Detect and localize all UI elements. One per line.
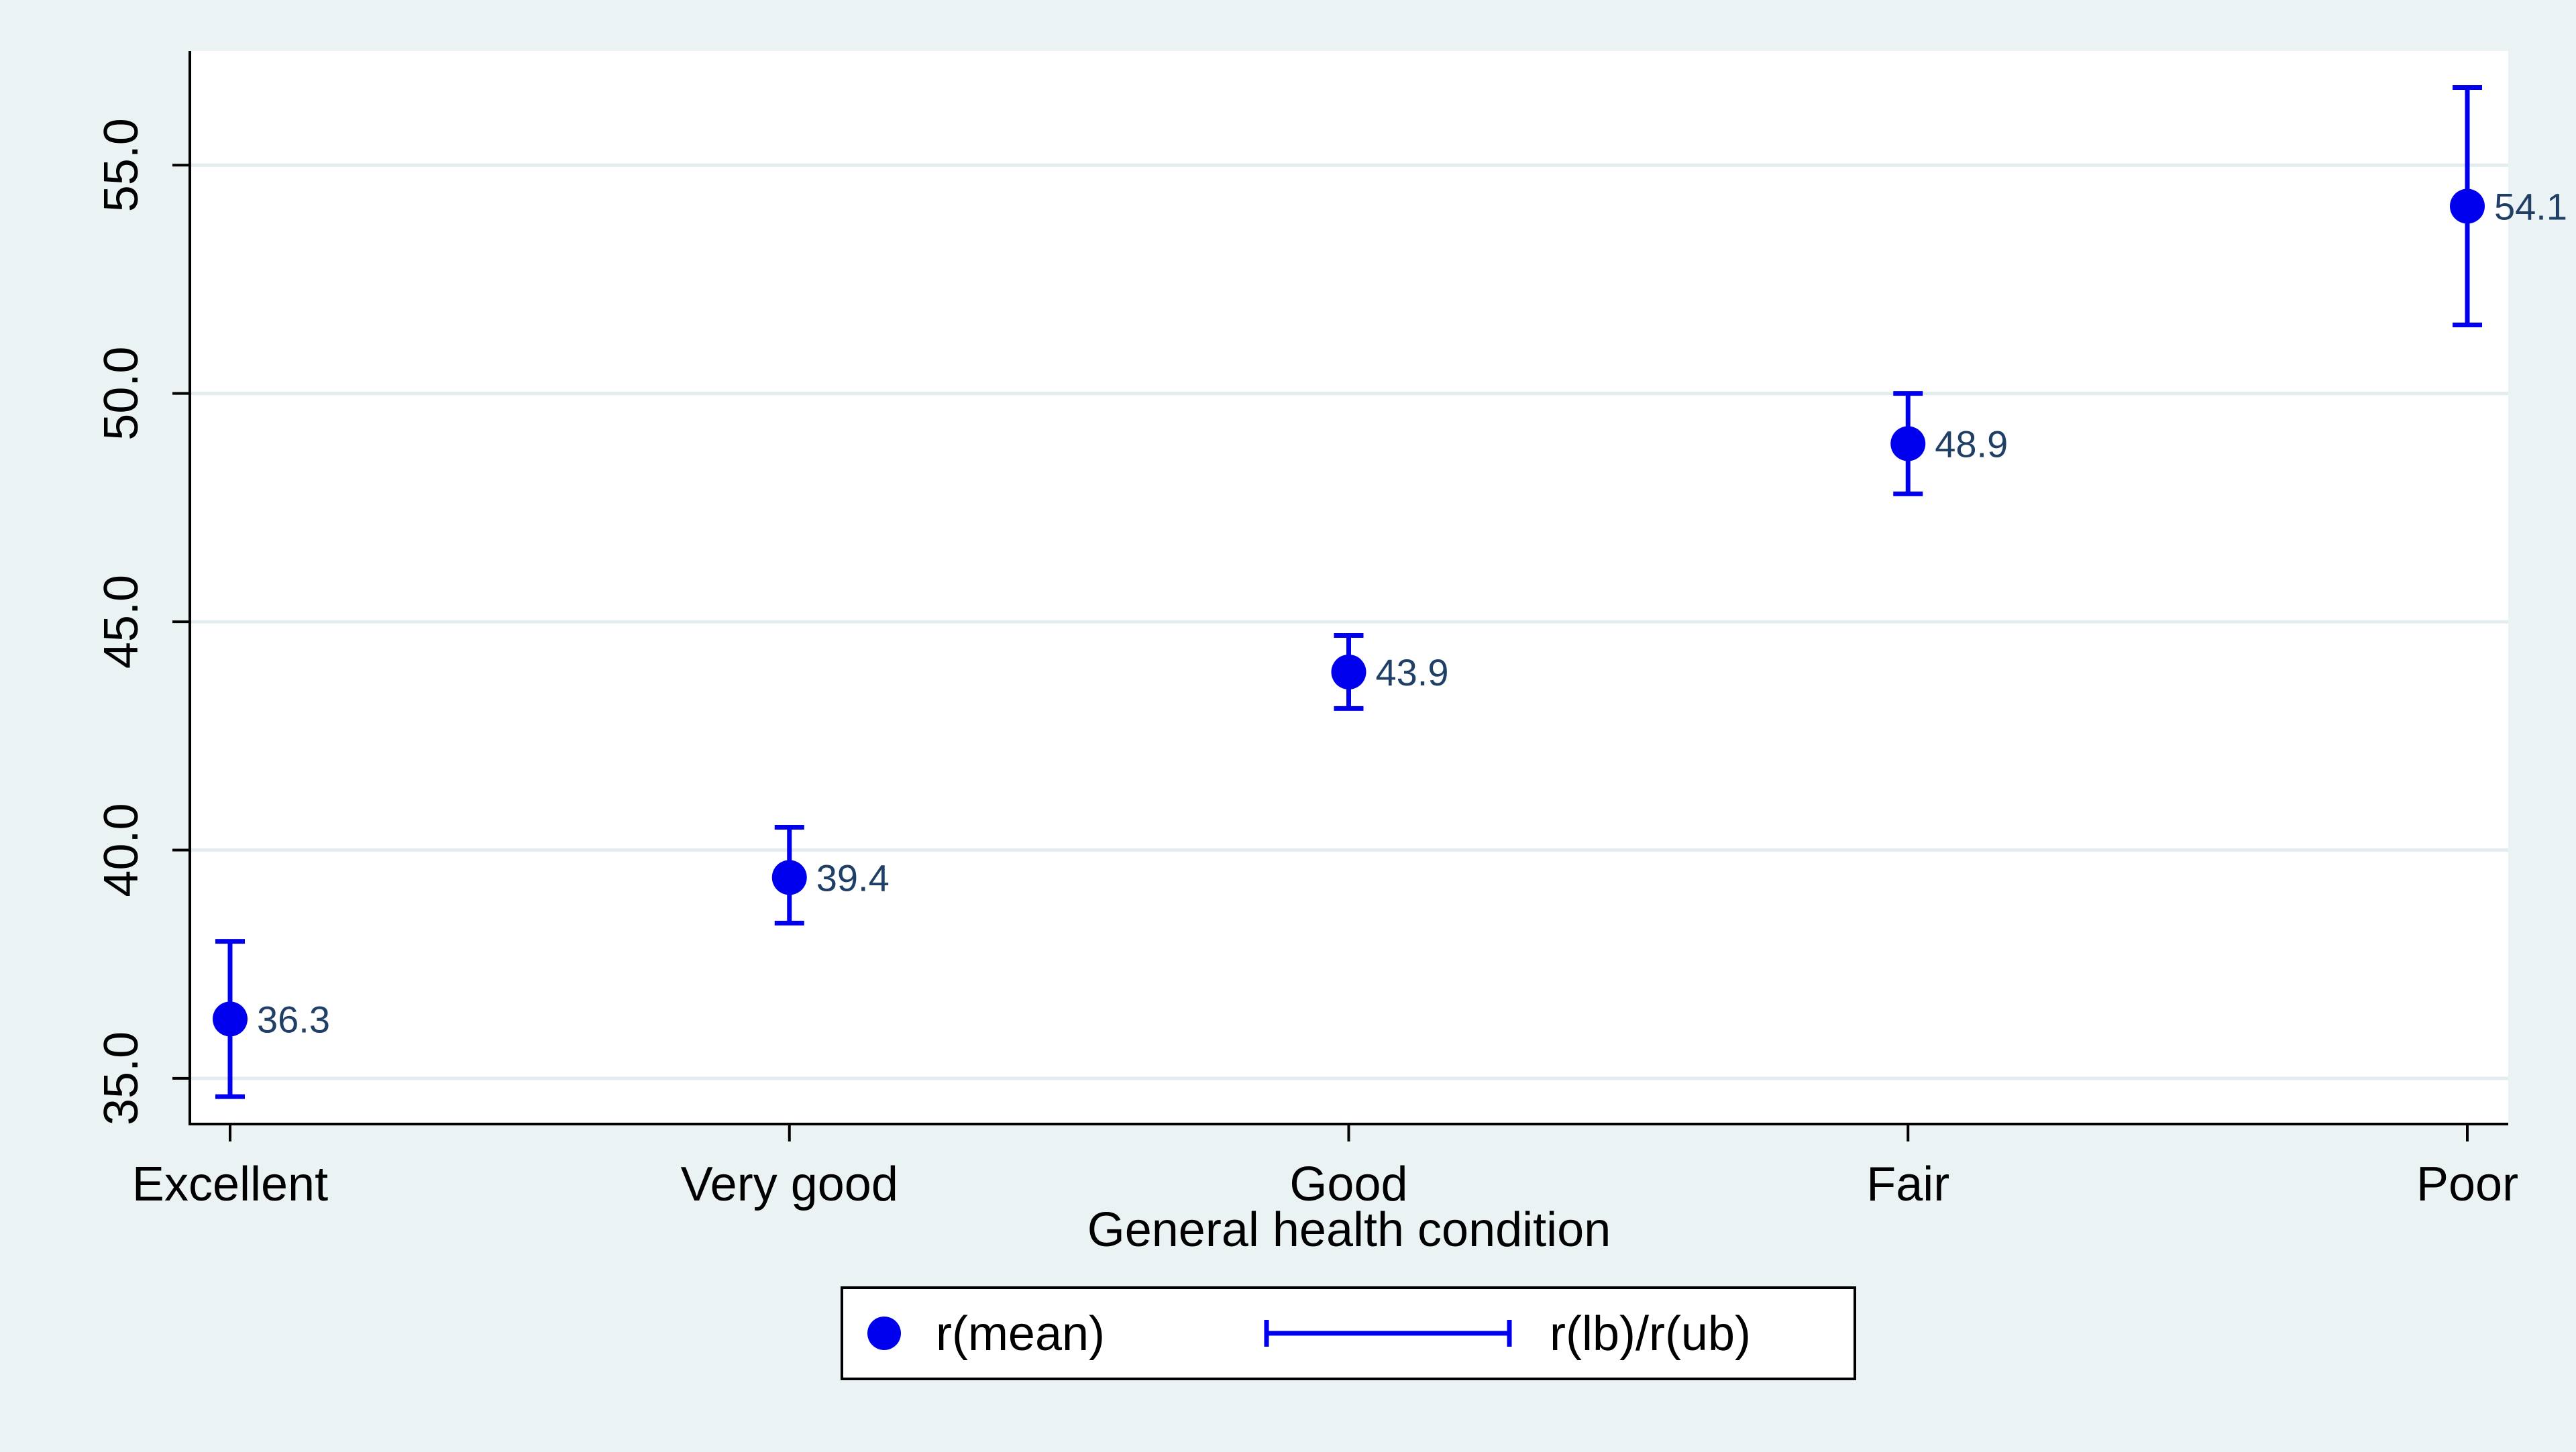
mean-point xyxy=(1331,654,1366,689)
mean-point xyxy=(213,1001,248,1037)
y-tick-label: 55.0 xyxy=(95,118,148,212)
data-labels: 36.3 39.4 43.9 48.9 54.1 xyxy=(257,185,2567,1040)
data-label: 48.9 xyxy=(1935,423,2008,465)
point-series xyxy=(213,188,2485,1037)
plot-area xyxy=(190,51,2508,1124)
y-tick-label: 45.0 xyxy=(95,575,148,669)
legend-mean-marker xyxy=(867,1317,901,1350)
data-label: 36.3 xyxy=(257,998,330,1040)
legend: r(mean) r(lb)/r(ub) xyxy=(841,1286,1856,1380)
x-tick-label: Very good xyxy=(681,1158,898,1211)
x-tick-label: Poor xyxy=(2416,1158,2518,1211)
x-tick-label: Good xyxy=(1289,1158,1407,1211)
x-tick-label: Fair xyxy=(1866,1158,1949,1211)
mean-point xyxy=(2450,188,2485,224)
y-tick-label: 50.0 xyxy=(95,347,148,441)
data-label: 43.9 xyxy=(1376,651,1449,693)
data-label: 54.1 xyxy=(2494,185,2567,227)
legend-errorbar-label: r(lb)/r(ub) xyxy=(1550,1307,1751,1361)
y-tick-label: 35.0 xyxy=(95,1031,148,1125)
y-tick-label: 40.0 xyxy=(95,803,148,897)
data-label: 39.4 xyxy=(816,856,890,899)
x-ticks: Excellent Very good Good Fair Poor xyxy=(132,1124,2518,1211)
mean-point xyxy=(1890,426,1926,461)
legend-mean-label: r(mean) xyxy=(936,1307,1105,1361)
x-axis-title: General health condition xyxy=(1087,1203,1611,1257)
mean-point xyxy=(771,860,807,895)
y-ticks: 35.0 40.0 45.0 50.0 55.0 xyxy=(95,118,190,1125)
legend-errorbar-marker xyxy=(1264,1320,1512,1347)
grid-layer xyxy=(191,163,2508,1080)
x-tick-label: Excellent xyxy=(132,1158,328,1211)
